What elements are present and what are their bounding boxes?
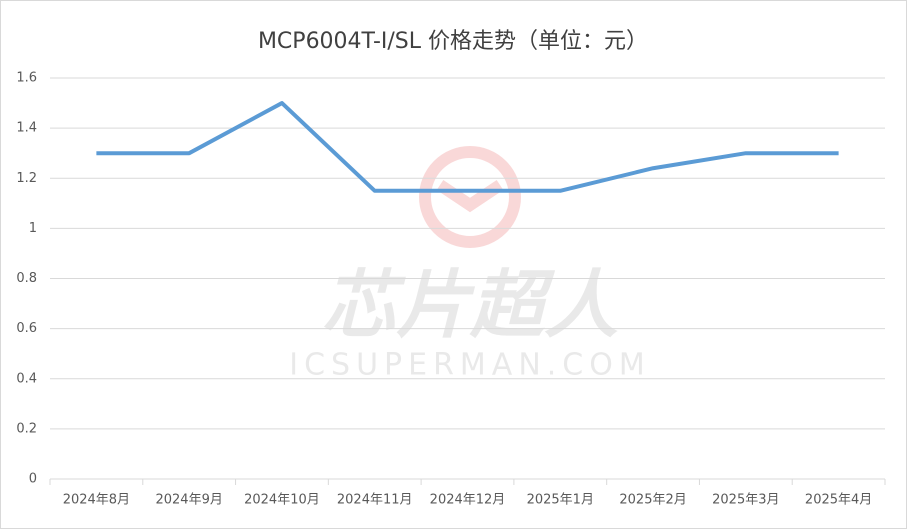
x-tick-label: 2025年2月 bbox=[619, 493, 686, 508]
y-tick-label: 1.2 bbox=[16, 171, 37, 186]
y-tick-label: 0.4 bbox=[16, 371, 37, 386]
chart-title: MCP6004T-I/SL 价格走势（单位：元） bbox=[258, 29, 648, 54]
x-tick-label: 2025年3月 bbox=[712, 493, 779, 508]
watermark-site: ICSUPERMAN.COM bbox=[289, 348, 651, 383]
x-tick-label: 2024年8月 bbox=[63, 493, 130, 508]
x-tick-label: 2024年10月 bbox=[244, 493, 320, 508]
watermark: 芯片超人 ICSUPERMAN.COM bbox=[289, 146, 651, 383]
y-tick-label: 1.4 bbox=[16, 121, 37, 136]
y-tick-label: 1.6 bbox=[16, 71, 37, 86]
y-tick-label: 0.6 bbox=[16, 321, 37, 336]
y-tick-label: 0.8 bbox=[16, 271, 37, 286]
x-tick-label: 2024年12月 bbox=[430, 493, 506, 508]
y-tick-label: 0.2 bbox=[16, 421, 37, 436]
x-tick-label: 2024年9月 bbox=[155, 493, 222, 508]
price-line bbox=[96, 101, 839, 193]
x-tick-label: 2025年1月 bbox=[527, 493, 594, 508]
y-tick-label: 0 bbox=[29, 472, 37, 487]
x-tick-label: 2024年11月 bbox=[337, 493, 413, 508]
watermark-brand: 芯片超人 bbox=[322, 263, 618, 349]
watermark-logo bbox=[419, 146, 521, 248]
y-tick-label: 1 bbox=[29, 221, 37, 236]
x-tick-label: 2025年4月 bbox=[805, 493, 872, 508]
